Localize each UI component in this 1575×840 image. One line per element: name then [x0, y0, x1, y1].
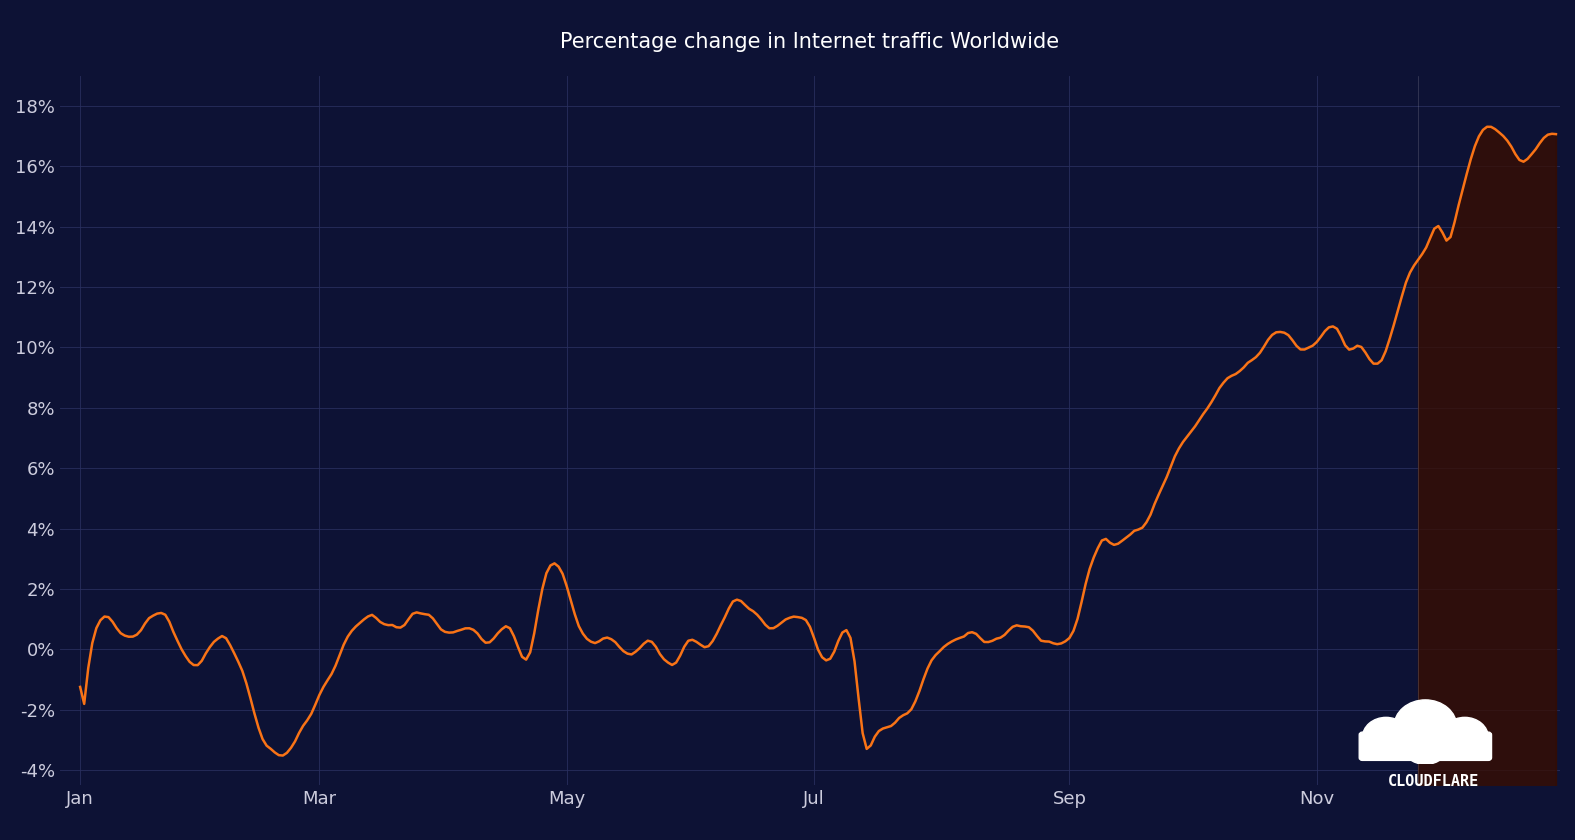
Text: CLOUDFLARE: CLOUDFLARE: [1388, 774, 1479, 789]
Circle shape: [1394, 700, 1457, 753]
Circle shape: [1362, 717, 1410, 758]
FancyBboxPatch shape: [1359, 732, 1492, 760]
Circle shape: [1441, 717, 1488, 758]
Circle shape: [1402, 724, 1449, 764]
Title: Percentage change in Internet traffic Worldwide: Percentage change in Internet traffic Wo…: [561, 32, 1060, 52]
